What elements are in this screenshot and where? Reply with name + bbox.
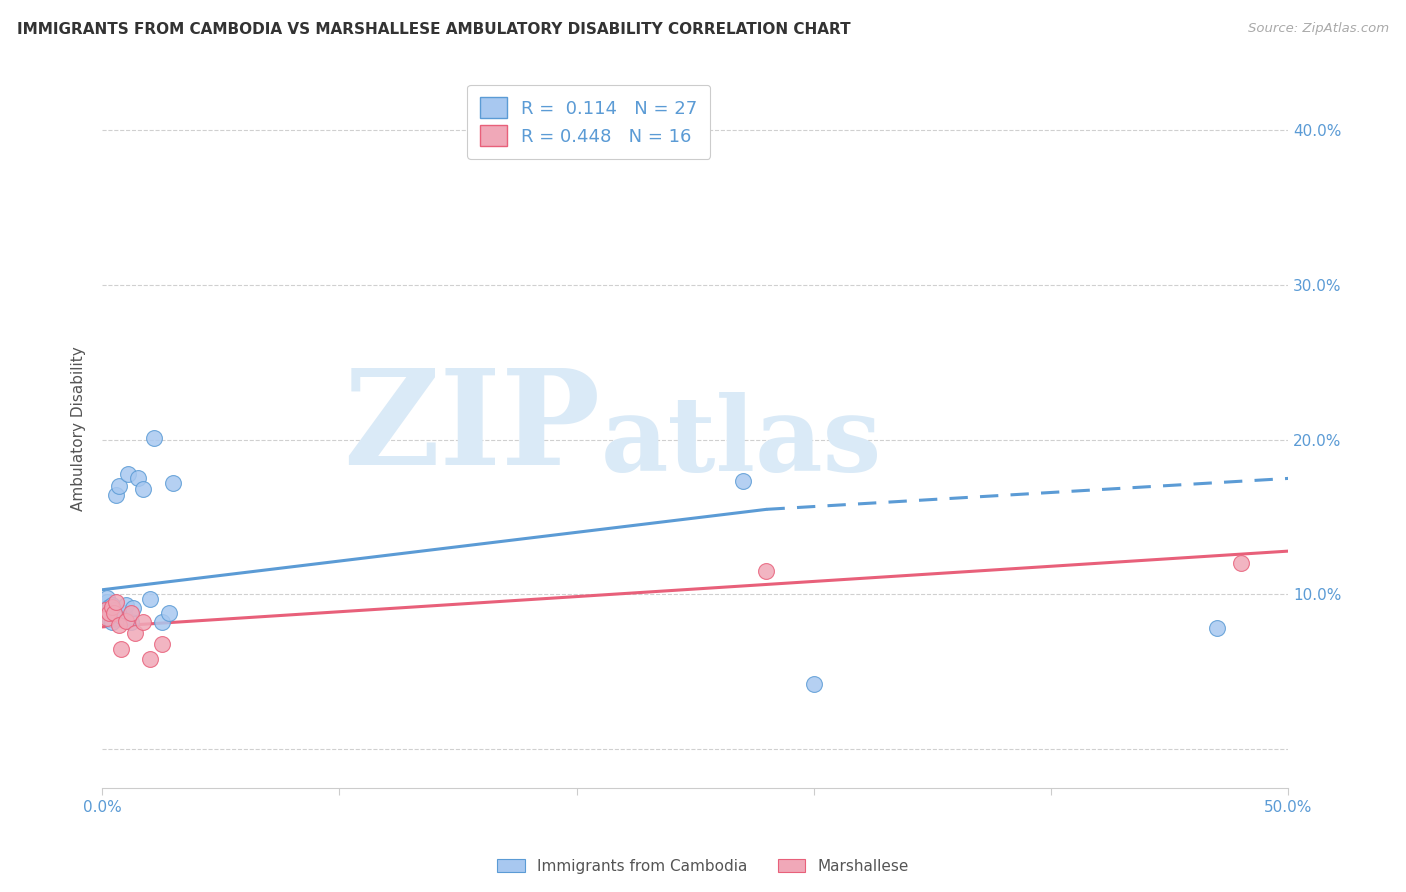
Point bbox=[120, 615, 142, 630]
Point bbox=[103, 603, 125, 617]
Point bbox=[108, 479, 131, 493]
Legend: R =  0.114   N = 27, R = 0.448   N = 16: R = 0.114 N = 27, R = 0.448 N = 16 bbox=[467, 85, 710, 159]
Point bbox=[1206, 622, 1229, 636]
Point bbox=[100, 615, 122, 630]
Point bbox=[110, 641, 132, 656]
Point bbox=[138, 652, 160, 666]
Point bbox=[98, 599, 121, 614]
Point bbox=[1230, 557, 1253, 571]
Point bbox=[755, 564, 778, 578]
Point bbox=[150, 637, 173, 651]
Point bbox=[98, 610, 121, 624]
Point bbox=[110, 609, 132, 624]
Point bbox=[98, 606, 121, 620]
Point bbox=[96, 610, 118, 624]
Point bbox=[131, 615, 153, 630]
Point bbox=[117, 467, 139, 481]
Point bbox=[96, 595, 118, 609]
Text: atlas: atlas bbox=[600, 392, 882, 493]
Point bbox=[115, 614, 138, 628]
Point bbox=[803, 677, 825, 691]
Point bbox=[143, 431, 166, 445]
Point bbox=[103, 606, 125, 620]
Point bbox=[162, 476, 184, 491]
Point bbox=[100, 599, 122, 613]
Point bbox=[103, 606, 125, 620]
Point bbox=[93, 606, 115, 620]
Text: IMMIGRANTS FROM CAMBODIA VS MARSHALLESE AMBULATORY DISABILITY CORRELATION CHART: IMMIGRANTS FROM CAMBODIA VS MARSHALLESE … bbox=[17, 22, 851, 37]
Text: ZIP: ZIP bbox=[343, 364, 600, 492]
Point bbox=[105, 488, 128, 502]
Point bbox=[122, 601, 145, 615]
Point bbox=[115, 599, 138, 613]
Point bbox=[112, 606, 135, 620]
Text: Source: ZipAtlas.com: Source: ZipAtlas.com bbox=[1249, 22, 1389, 36]
Point bbox=[150, 615, 173, 630]
Y-axis label: Ambulatory Disability: Ambulatory Disability bbox=[72, 346, 86, 510]
Point bbox=[100, 599, 122, 614]
Point bbox=[96, 591, 118, 605]
Point bbox=[93, 603, 115, 617]
Point bbox=[131, 482, 153, 496]
Point bbox=[105, 595, 128, 609]
Point bbox=[731, 475, 754, 489]
Legend: Immigrants from Cambodia, Marshallese: Immigrants from Cambodia, Marshallese bbox=[491, 853, 915, 880]
Point bbox=[124, 626, 146, 640]
Point bbox=[138, 592, 160, 607]
Point bbox=[127, 471, 149, 485]
Point bbox=[157, 606, 180, 620]
Point bbox=[108, 618, 131, 632]
Point bbox=[120, 606, 142, 620]
